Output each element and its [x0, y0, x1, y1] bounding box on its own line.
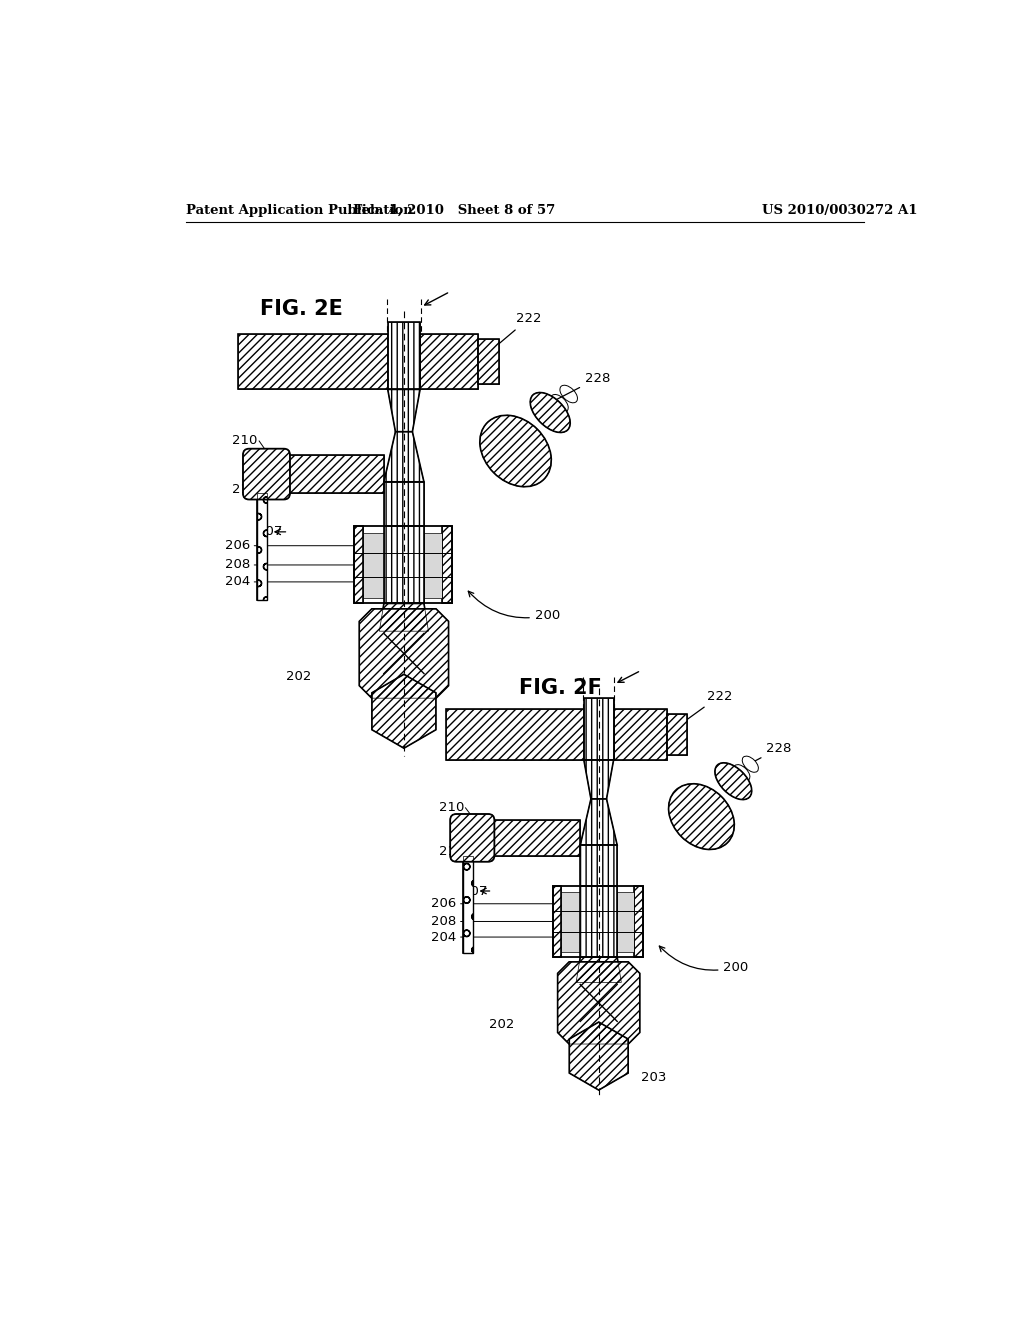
Text: FIG. 2F: FIG. 2F [519, 678, 602, 698]
Bar [354, 527, 452, 603]
Text: 200: 200 [468, 591, 560, 622]
Bar [460, 820, 581, 855]
Text: 206: 206 [224, 539, 250, 552]
Bar [257, 494, 267, 599]
Text: 206: 206 [431, 898, 457, 911]
Text: 210: 210 [438, 801, 464, 814]
Ellipse shape [542, 404, 559, 421]
Text: 204: 204 [224, 576, 250, 589]
Text: 216: 216 [232, 483, 258, 496]
Text: 200: 200 [659, 946, 749, 974]
Bar [553, 886, 561, 957]
Polygon shape [558, 962, 640, 1044]
Polygon shape [388, 389, 420, 432]
Bar [384, 482, 424, 527]
Ellipse shape [551, 395, 568, 412]
Text: 207: 207 [257, 525, 283, 539]
Ellipse shape [742, 756, 759, 772]
Bar [388, 322, 420, 389]
Text: 210: 210 [232, 434, 258, 447]
Bar [384, 482, 424, 527]
Bar [442, 527, 452, 603]
Text: Patent Application Publication: Patent Application Publication [186, 205, 413, 218]
Bar [553, 886, 643, 957]
Bar [634, 886, 643, 957]
Bar [257, 494, 267, 599]
Bar [581, 886, 617, 957]
Bar [634, 886, 643, 957]
Text: 216: 216 [438, 845, 464, 858]
Bar [257, 494, 267, 599]
Bar [464, 855, 473, 953]
Text: 204: 204 [431, 931, 457, 944]
Polygon shape [577, 957, 622, 982]
Ellipse shape [715, 763, 752, 800]
Polygon shape [379, 603, 428, 631]
Bar [424, 533, 442, 598]
Bar [581, 845, 617, 886]
Ellipse shape [480, 416, 551, 487]
Text: 228: 228 [734, 742, 792, 772]
Ellipse shape [669, 784, 734, 850]
Bar [584, 698, 613, 760]
Bar [253, 455, 384, 494]
Bar [464, 855, 473, 953]
Text: 203: 203 [451, 727, 475, 741]
Bar [478, 339, 500, 384]
Bar [442, 527, 452, 603]
Bar [238, 334, 388, 389]
FancyBboxPatch shape [451, 814, 495, 862]
Bar [253, 455, 384, 494]
Ellipse shape [725, 774, 741, 789]
FancyBboxPatch shape [243, 449, 290, 499]
Bar [388, 322, 420, 389]
Bar [238, 334, 388, 389]
Bar [464, 855, 473, 953]
Polygon shape [581, 799, 617, 845]
Polygon shape [359, 609, 449, 698]
Bar [420, 334, 478, 389]
Bar [581, 886, 617, 957]
Bar [460, 820, 581, 855]
Bar [617, 892, 634, 952]
Text: 202: 202 [286, 671, 311, 684]
Bar [667, 714, 686, 755]
Bar [354, 527, 364, 603]
Bar [613, 709, 667, 760]
Polygon shape [384, 432, 424, 482]
Text: FIG. 2E: FIG. 2E [260, 298, 343, 318]
Text: 222: 222 [486, 313, 541, 354]
Bar [384, 527, 424, 603]
Bar [584, 698, 613, 760]
Ellipse shape [734, 764, 750, 781]
Polygon shape [584, 760, 613, 799]
Ellipse shape [560, 385, 578, 403]
Ellipse shape [530, 392, 570, 433]
Polygon shape [372, 675, 436, 748]
Bar [354, 527, 364, 603]
Text: 208: 208 [431, 915, 457, 928]
Text: 203: 203 [641, 1071, 667, 1084]
Polygon shape [569, 1022, 628, 1090]
Bar [384, 527, 424, 603]
Bar [420, 334, 478, 389]
Bar [561, 892, 581, 952]
Text: 228: 228 [550, 372, 610, 403]
Text: US 2010/0030272 A1: US 2010/0030272 A1 [762, 205, 918, 218]
Text: 202: 202 [488, 1018, 514, 1031]
Bar [445, 709, 584, 760]
Text: Feb. 4, 2010   Sheet 8 of 57: Feb. 4, 2010 Sheet 8 of 57 [353, 205, 555, 218]
Text: 222: 222 [675, 690, 732, 729]
Bar [581, 845, 617, 886]
Bar [364, 533, 384, 598]
Bar [478, 339, 500, 384]
Bar [667, 714, 686, 755]
Text: 208: 208 [224, 558, 250, 572]
Bar [553, 886, 561, 957]
Bar [613, 709, 667, 760]
Text: 207: 207 [462, 884, 487, 898]
Bar [445, 709, 584, 760]
